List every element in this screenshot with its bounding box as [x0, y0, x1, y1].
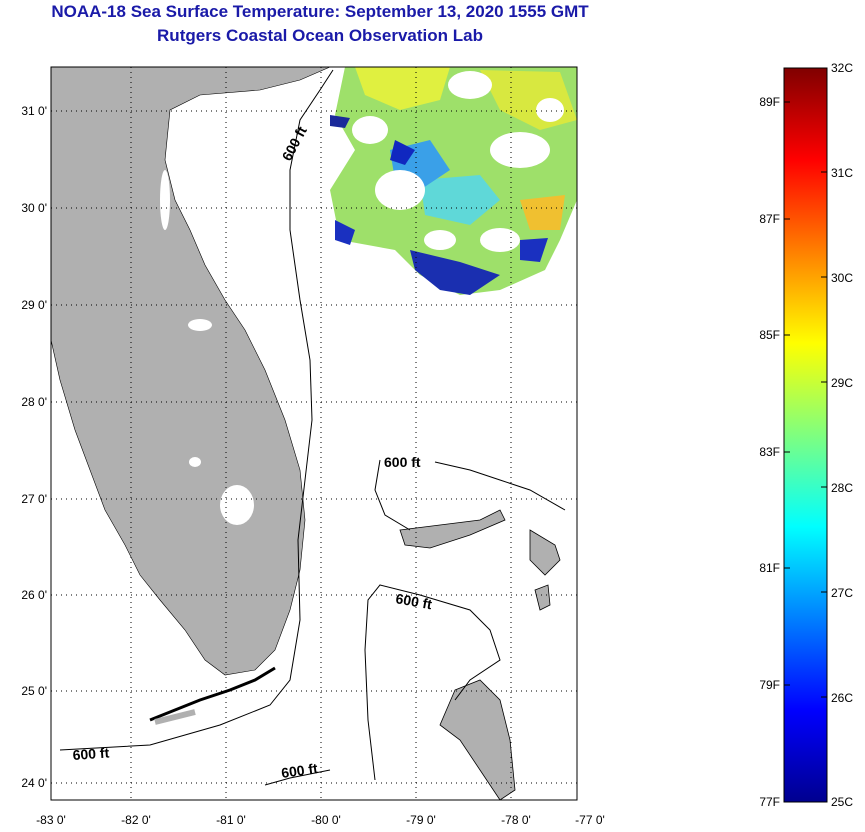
colorbar-fahrenheit-label: 89F	[759, 95, 780, 109]
lon-tick-label: -82 0'	[121, 813, 151, 827]
graticule	[51, 67, 577, 800]
lat-tick-label: 30 0'	[21, 201, 47, 215]
colorbar-fahrenheit-label: 77F	[759, 795, 780, 809]
lat-tick-label: 26 0'	[21, 588, 47, 602]
colorbar-celsius-label: 25C	[831, 795, 853, 809]
contour-label: 600 ft	[394, 590, 433, 612]
colorbar-fahrenheit-label: 85F	[759, 328, 780, 342]
colorbar-celsius-label: 30C	[831, 271, 853, 285]
contour-600ft-south	[264, 769, 331, 786]
contour-600ft-bahamas-north	[374, 459, 411, 531]
florida-landmass	[51, 67, 331, 676]
contour-600ft-bahamas-ne	[434, 461, 566, 511]
map-frame	[50, 66, 578, 801]
sst-data-patch	[330, 67, 577, 295]
lon-tick-label: -78 0'	[501, 813, 531, 827]
map-area	[51, 67, 577, 800]
map-title: NOAA-18 Sea Surface Temperature: Septemb…	[51, 2, 589, 21]
lon-tick-label: -80 0'	[311, 813, 341, 827]
andros-island	[439, 679, 516, 800]
contour-600ft-tongue	[364, 584, 501, 781]
contour-label: 600 ft	[72, 744, 110, 763]
contour-label: 600 ft	[280, 760, 319, 781]
colorbar-celsius-label: 27C	[831, 586, 853, 600]
colorbar-fahrenheit-label: 79F	[759, 678, 780, 692]
florida-keys	[149, 666, 276, 722]
lake-feature	[189, 457, 201, 467]
colorbar-celsius-label: 29C	[831, 376, 853, 390]
contour-label: 600 ft	[384, 454, 421, 470]
lat-tick-label: 29 0'	[21, 298, 47, 312]
lake-okeechobee	[220, 485, 254, 525]
abaco-island	[529, 529, 561, 576]
colorbar-fahrenheit-label: 83F	[759, 445, 780, 459]
map-subtitle: Rutgers Coastal Ocean Observation Lab	[157, 26, 483, 45]
lon-tick-label: -79 0'	[406, 813, 436, 827]
lat-tick-label: 28 0'	[21, 395, 47, 409]
lake-feature	[188, 319, 212, 331]
lon-tick-label: -77 0'	[575, 813, 605, 827]
lat-tick-label: 27 0'	[21, 492, 47, 506]
colorbar-celsius-label: 28C	[831, 481, 853, 495]
lat-tick-label: 24 0'	[21, 776, 47, 790]
lon-tick-label: -81 0'	[216, 813, 246, 827]
colorbar-celsius-label: 31C	[831, 166, 853, 180]
colorbar-celsius-label: 26C	[831, 691, 853, 705]
lat-tick-label: 25 0'	[21, 684, 47, 698]
colorbar-fahrenheit-label: 87F	[759, 212, 780, 226]
colorbar	[783, 67, 828, 803]
colorbar-celsius-label: 32C	[831, 61, 853, 75]
lat-tick-label: 31 0'	[21, 104, 47, 118]
eleuthera-island	[534, 584, 551, 611]
grand-bahama	[399, 509, 506, 549]
colorbar-fahrenheit-label: 81F	[759, 561, 780, 575]
contour-600ft-florida	[59, 69, 334, 751]
river-feature	[160, 170, 170, 230]
lon-tick-label: -83 0'	[36, 813, 66, 827]
